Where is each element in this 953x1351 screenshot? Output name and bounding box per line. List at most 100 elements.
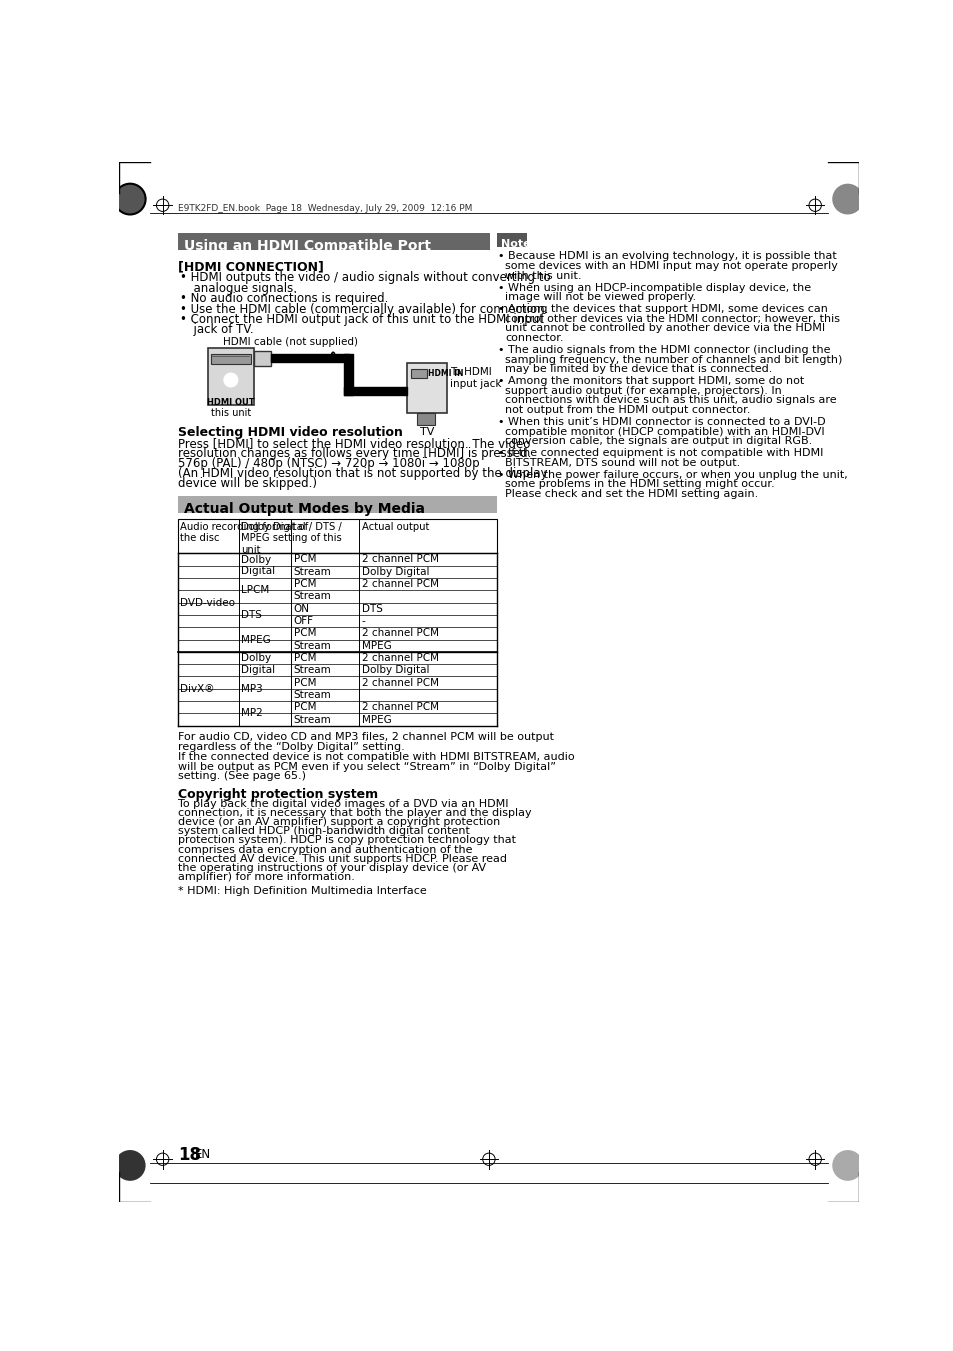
- Text: Stream: Stream: [294, 690, 331, 700]
- Text: 2 channel PCM: 2 channel PCM: [361, 678, 438, 688]
- Text: device (or an AV amplifier) support a copyright protection: device (or an AV amplifier) support a co…: [178, 817, 500, 827]
- Text: DVD-video: DVD-video: [180, 597, 235, 608]
- Text: conversion cable, the signals are output in digital RGB.: conversion cable, the signals are output…: [505, 436, 812, 446]
- Text: some devices with an HDMI input may not operate properly: some devices with an HDMI input may not …: [505, 261, 837, 272]
- Text: [HDMI CONNECTION]: [HDMI CONNECTION]: [178, 261, 324, 274]
- Text: analogue signals.: analogue signals.: [186, 282, 296, 295]
- Text: TV: TV: [419, 427, 434, 436]
- Text: LPCM: LPCM: [241, 585, 269, 596]
- Bar: [211, 354, 251, 363]
- Bar: [416, 413, 435, 424]
- Text: PCM: PCM: [294, 678, 315, 688]
- Bar: [208, 347, 253, 405]
- Text: • When this unit’s HDMI connector is connected to a DVI-D: • When this unit’s HDMI connector is con…: [497, 417, 825, 427]
- Text: Stream: Stream: [294, 592, 331, 601]
- Text: DTS: DTS: [361, 604, 382, 613]
- Text: • When the power failure occurs, or when you unplug the unit,: • When the power failure occurs, or when…: [497, 470, 847, 480]
- Text: • Because HDMI is an evolving technology, it is possible that: • Because HDMI is an evolving technology…: [497, 251, 836, 262]
- Text: connection, it is necessary that both the player and the display: connection, it is necessary that both th…: [178, 808, 531, 817]
- Text: PCM: PCM: [294, 554, 315, 565]
- Text: Actual output: Actual output: [361, 521, 429, 532]
- Text: 2 channel PCM: 2 channel PCM: [361, 554, 438, 565]
- Text: Please check and set the HDMI setting again.: Please check and set the HDMI setting ag…: [505, 489, 758, 499]
- Text: Audio recording format of
the disc: Audio recording format of the disc: [180, 521, 309, 543]
- Text: PCM: PCM: [294, 653, 315, 663]
- Circle shape: [831, 1150, 862, 1181]
- Text: If the connected device is not compatible with HDMI BITSTREAM, audio: If the connected device is not compatibl…: [178, 753, 574, 762]
- Bar: [178, 519, 497, 554]
- Text: system called HDCP (high-bandwidth digital content: system called HDCP (high-bandwidth digit…: [178, 827, 470, 836]
- Text: resolution changes as follows every time [HDMI] is pressed.: resolution changes as follows every time…: [178, 447, 531, 461]
- Text: Stream: Stream: [294, 640, 331, 651]
- Text: • Use the HDMI cable (commercially available) for connection.: • Use the HDMI cable (commercially avail…: [179, 303, 548, 316]
- Text: support audio output (for example, projectors). In: support audio output (for example, proje…: [505, 386, 781, 396]
- Text: Actual Output Modes by Media: Actual Output Modes by Media: [184, 503, 425, 516]
- Text: 2 channel PCM: 2 channel PCM: [361, 703, 438, 712]
- Text: protection system). HDCP is copy protection technology that: protection system). HDCP is copy protect…: [178, 835, 516, 846]
- Text: (An HDMI video resolution that is not supported by the display: (An HDMI video resolution that is not su…: [178, 467, 547, 480]
- Text: • HDMI outputs the video / audio signals without converting to: • HDMI outputs the video / audio signals…: [179, 272, 550, 285]
- Text: PCM: PCM: [294, 703, 315, 712]
- Text: Stream: Stream: [294, 567, 331, 577]
- Text: Stream: Stream: [294, 665, 331, 676]
- Bar: [406, 363, 447, 413]
- Text: HDMI cable (not supplied): HDMI cable (not supplied): [223, 336, 357, 347]
- Text: For audio CD, video CD and MP3 files, 2 channel PCM will be output: For audio CD, video CD and MP3 files, 2 …: [178, 732, 554, 742]
- Text: • Connect the HDMI output jack of this unit to the HDMI input: • Connect the HDMI output jack of this u…: [179, 313, 543, 326]
- Text: E9TK2FD_EN.book  Page 18  Wednesday, July 29, 2009  12:16 PM: E9TK2FD_EN.book Page 18 Wednesday, July …: [178, 204, 472, 213]
- Text: Dolby Digital: Dolby Digital: [361, 665, 429, 676]
- Text: DTS: DTS: [241, 609, 261, 620]
- Circle shape: [114, 184, 146, 215]
- Text: ON: ON: [294, 604, 310, 613]
- Text: • Among the devices that support HDMI, some devices can: • Among the devices that support HDMI, s…: [497, 304, 827, 315]
- Bar: [497, 232, 526, 247]
- Bar: [411, 369, 427, 378]
- Text: connected AV device. This unit supports HDCP. Please read: connected AV device. This unit supports …: [178, 854, 507, 865]
- Text: BITSTREAM, DTS sound will not be output.: BITSTREAM, DTS sound will not be output.: [505, 458, 740, 467]
- Text: connections with device such as this unit, audio signals are: connections with device such as this uni…: [505, 396, 836, 405]
- Text: 2 channel PCM: 2 channel PCM: [361, 628, 438, 639]
- Text: OFF: OFF: [294, 616, 314, 626]
- Text: EN: EN: [195, 1148, 212, 1162]
- Text: with this unit.: with this unit.: [505, 270, 581, 281]
- Text: MP2: MP2: [241, 708, 262, 719]
- Text: Selecting HDMI video resolution: Selecting HDMI video resolution: [178, 426, 402, 439]
- Text: compatible monitor (HDCP compatible) with an HDMI-DVI: compatible monitor (HDCP compatible) wit…: [505, 427, 824, 436]
- Text: this unit: this unit: [211, 408, 251, 417]
- Text: MPEG: MPEG: [361, 715, 391, 724]
- Text: 576p (PAL) / 480p (NTSC) → 720p → 1080i → 1080p: 576p (PAL) / 480p (NTSC) → 720p → 1080i …: [178, 457, 479, 470]
- Text: To play back the digital video images of a DVD via an HDMI: To play back the digital video images of…: [178, 798, 508, 808]
- Text: Dolby
Digital: Dolby Digital: [241, 555, 274, 577]
- Text: Press [HDMI] to select the HDMI video resolution. The video: Press [HDMI] to select the HDMI video re…: [178, 436, 530, 450]
- Text: Copyright protection system: Copyright protection system: [178, 788, 378, 801]
- Text: image will not be viewed properly.: image will not be viewed properly.: [505, 292, 696, 303]
- Text: control other devices via the HDMI connector; however, this: control other devices via the HDMI conne…: [505, 313, 840, 324]
- Text: MP3: MP3: [241, 684, 262, 694]
- Text: PCM: PCM: [294, 580, 315, 589]
- Text: Dolby
Digital: Dolby Digital: [241, 654, 274, 676]
- Text: setting. (See page 65.): setting. (See page 65.): [178, 771, 306, 781]
- Text: jack of TV.: jack of TV.: [186, 323, 253, 336]
- Text: Using an HDMI Compatible Port: Using an HDMI Compatible Port: [183, 239, 430, 253]
- Text: • When using an HDCP-incompatible display device, the: • When using an HDCP-incompatible displa…: [497, 282, 810, 293]
- Text: DivX®: DivX®: [180, 684, 214, 694]
- Text: • Among the monitors that support HDMI, some do not: • Among the monitors that support HDMI, …: [497, 376, 803, 386]
- Text: may be limited by the device that is connected.: may be limited by the device that is con…: [505, 365, 772, 374]
- Circle shape: [114, 1150, 146, 1181]
- Text: unit cannot be controlled by another device via the HDMI: unit cannot be controlled by another dev…: [505, 323, 824, 334]
- Text: HDMI OUT: HDMI OUT: [207, 397, 254, 407]
- Text: Stream: Stream: [294, 715, 331, 724]
- Text: regardless of the “Dolby Digital” setting.: regardless of the “Dolby Digital” settin…: [178, 742, 404, 751]
- Text: Dolby Digital: Dolby Digital: [361, 567, 429, 577]
- Text: * HDMI: High Definition Multimedia Interface: * HDMI: High Definition Multimedia Inter…: [178, 885, 426, 896]
- Text: not output from the HDMI output connector.: not output from the HDMI output connecto…: [505, 405, 750, 415]
- Text: connector.: connector.: [505, 334, 563, 343]
- Text: 2 channel PCM: 2 channel PCM: [361, 580, 438, 589]
- Text: MPEG: MPEG: [241, 635, 271, 644]
- Bar: [178, 496, 497, 513]
- Text: amplifier) for more information.: amplifier) for more information.: [178, 873, 355, 882]
- Text: some problems in the HDMI setting might occur.: some problems in the HDMI setting might …: [505, 480, 774, 489]
- Text: PCM: PCM: [294, 628, 315, 639]
- Text: Note: Note: [500, 239, 531, 249]
- Bar: [253, 351, 271, 366]
